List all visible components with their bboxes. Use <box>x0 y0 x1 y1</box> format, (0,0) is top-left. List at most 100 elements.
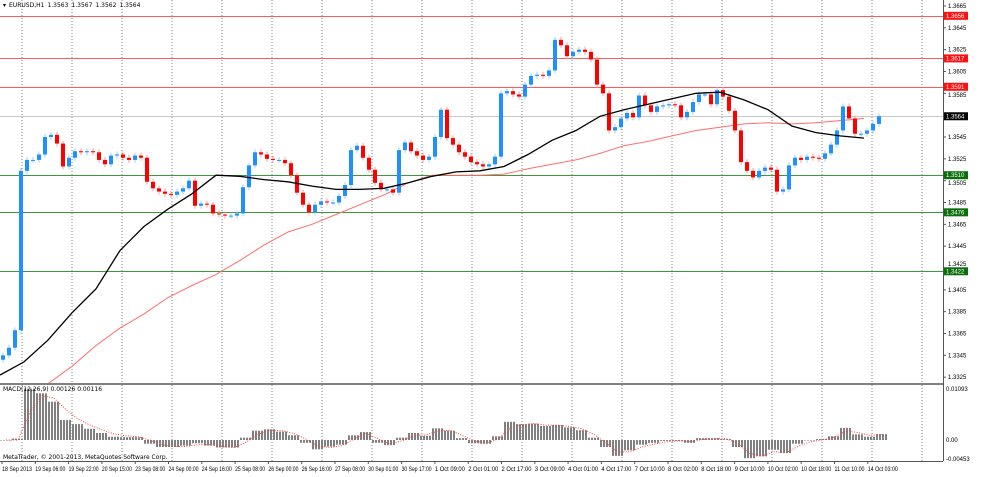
macd-histogram-bar <box>678 440 680 441</box>
macd-histogram-bar <box>621 440 623 456</box>
candle-body <box>871 123 875 131</box>
candle-body <box>673 104 677 106</box>
macd-histogram-bar <box>660 440 662 441</box>
time-label: 20 Sep 15:00 <box>102 467 133 473</box>
macd-histogram-bar <box>636 440 638 445</box>
macd-histogram-bar <box>792 440 794 444</box>
macd-histogram-bar <box>699 438 701 440</box>
candle-body <box>691 102 695 112</box>
triangle-down-icon[interactable]: ▾ <box>3 2 7 9</box>
candle-body <box>769 167 773 170</box>
macd-histogram-bar <box>738 440 740 448</box>
macd-histogram-bar <box>498 436 500 440</box>
macd-histogram-bar <box>153 440 155 444</box>
macd-histogram-bar <box>237 440 239 448</box>
candle-body <box>751 170 755 178</box>
candle-body <box>397 150 401 193</box>
macd-histogram-bar <box>504 421 506 440</box>
macd-histogram-bar <box>15 438 17 440</box>
macd-axis-label: 0.00 <box>946 438 958 444</box>
macd-histogram-bar <box>453 430 455 440</box>
macd-histogram-bar <box>882 434 884 440</box>
macd-histogram-bar <box>774 440 776 450</box>
candle-body <box>421 155 425 160</box>
macd-histogram-bar <box>669 440 671 441</box>
candle-body <box>259 152 263 155</box>
macd-histogram-bar <box>483 440 485 444</box>
candle-body <box>763 167 767 171</box>
macd-histogram-bar <box>342 440 344 445</box>
candle-body <box>25 159 29 171</box>
macd-histogram-bar <box>396 437 398 440</box>
macd-histogram-bar <box>84 428 86 440</box>
level-price-label: 1.3617 <box>946 56 965 62</box>
macd-histogram-bar <box>279 431 281 440</box>
candle-body <box>331 202 335 204</box>
macd-histogram-bar <box>576 430 578 440</box>
candle-body <box>289 163 293 176</box>
macd-histogram-bar <box>585 430 587 440</box>
candle-body <box>379 182 383 190</box>
candle-body <box>43 137 47 155</box>
macd-histogram-bar <box>762 440 764 457</box>
macd-histogram-bar <box>579 430 581 440</box>
candle-body <box>343 185 347 196</box>
candle-body <box>277 159 281 161</box>
candle-body <box>577 49 581 52</box>
candle-body <box>697 94 701 103</box>
macd-histogram-bar <box>12 438 14 440</box>
macd-histogram-bar <box>399 437 401 440</box>
macd-histogram-bar <box>183 440 185 446</box>
close-value: 1.3564 <box>119 2 141 9</box>
candle-body <box>565 45 569 57</box>
macd-signal-line <box>6 395 883 457</box>
candle-body <box>409 142 413 152</box>
macd-histogram-bar <box>9 440 11 441</box>
candle-body <box>829 144 833 154</box>
candle-body <box>121 154 125 158</box>
macd-histogram-bar <box>648 440 650 443</box>
macd-histogram-bar <box>444 430 446 440</box>
candle-body <box>535 74 539 76</box>
macd-histogram-bar <box>327 440 329 447</box>
macd-histogram-bar <box>72 424 74 440</box>
macd-histogram-bar <box>768 440 770 450</box>
level-price-badge <box>944 208 968 217</box>
time-label: 8 Oct 02:00 <box>668 467 699 473</box>
time-label: 1 Oct 09:00 <box>435 467 466 473</box>
macd-histogram-bar <box>27 388 29 440</box>
symbol-label: EURUSD,H1 <box>9 2 45 9</box>
macd-histogram-bar <box>318 440 320 450</box>
macd-histogram-bar <box>666 440 668 441</box>
candle-body <box>229 215 233 217</box>
price-tick-label: 1.3385 <box>948 310 967 316</box>
macd-histogram-bar <box>456 438 458 440</box>
candle-body <box>625 112 629 119</box>
macd-histogram-bar <box>846 427 848 440</box>
macd-histogram-bar <box>300 440 302 443</box>
macd-histogram-bar <box>30 388 32 440</box>
candle-body <box>709 94 713 105</box>
candle-body <box>355 145 359 151</box>
candle-body <box>337 195 341 203</box>
macd-histogram-bar <box>657 440 659 443</box>
macd-histogram-bar <box>402 437 404 440</box>
macd-histogram-bar <box>588 437 590 440</box>
candle-body <box>511 91 515 95</box>
time-label: 14 Oct 03:00 <box>868 467 899 473</box>
candle-body <box>67 157 71 167</box>
macd-histogram-bar <box>114 436 116 440</box>
price-tick-label: 1.3325 <box>948 375 967 381</box>
candle-body <box>247 165 251 188</box>
macd-histogram-bar <box>852 434 854 440</box>
time-label: 9 Oct 10:00 <box>735 467 766 473</box>
level-price-label: 1.3510 <box>946 173 965 179</box>
candle-body <box>445 109 449 139</box>
macd-histogram-bar <box>834 436 836 440</box>
macd-histogram-bar <box>561 425 563 440</box>
time-label: 27 Sep 08:00 <box>335 467 366 473</box>
macd-histogram-bar <box>207 440 209 446</box>
price-tick-label: 1.3425 <box>948 262 967 268</box>
